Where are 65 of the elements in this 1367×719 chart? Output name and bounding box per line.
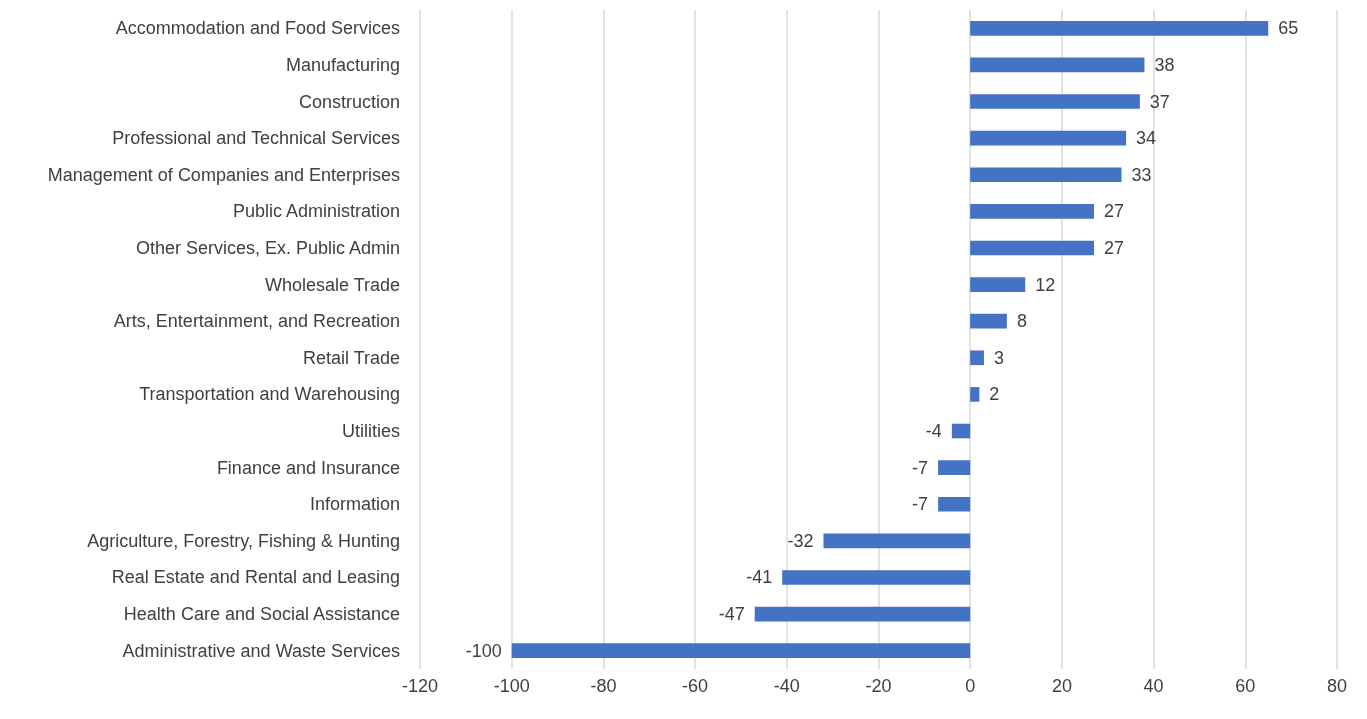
- bar: [970, 240, 1094, 256]
- bar: [970, 387, 980, 402]
- bar: [938, 460, 971, 475]
- data-label: 27: [1103, 201, 1125, 222]
- x-tick-label: -40: [773, 676, 800, 696]
- data-label: 12: [1035, 274, 1056, 295]
- bar: [970, 94, 1140, 109]
- y-tick-label: Administrative and Waste Services: [122, 640, 400, 661]
- bar: [782, 570, 971, 585]
- data-label: 38: [1154, 54, 1175, 75]
- data-label: 33: [1131, 164, 1152, 185]
- bar: [970, 57, 1145, 73]
- data-label: 3: [993, 347, 1004, 368]
- y-tick-label: Health Care and Social Assistance: [123, 604, 400, 625]
- y-tick-label: Public Administration: [232, 201, 400, 222]
- x-tick-label: 20: [1051, 676, 1072, 696]
- y-tick-label: Information: [309, 494, 400, 515]
- y-tick-label: Management of Companies and Enterprises: [47, 164, 400, 185]
- bar: [970, 313, 1007, 329]
- data-label: 8: [1016, 311, 1027, 332]
- bar: [951, 423, 971, 439]
- data-label: -4: [925, 421, 942, 442]
- x-tick-label: -100: [493, 676, 530, 696]
- data-label: -41: [746, 567, 773, 588]
- bar: [938, 496, 971, 512]
- y-tick-label: Transportation and Warehousing: [139, 384, 400, 405]
- bar: [754, 606, 971, 622]
- data-label: -7: [912, 457, 929, 478]
- data-label: -47: [718, 604, 745, 625]
- x-tick-label: -120: [401, 676, 439, 696]
- x-tick-label: 80: [1326, 676, 1348, 696]
- y-tick-label: Retail Trade: [302, 347, 400, 368]
- x-tick-label: 40: [1143, 676, 1164, 696]
- y-tick-label: Utilities: [341, 421, 400, 442]
- data-label: 37: [1149, 91, 1170, 112]
- y-tick-label: Manufacturing: [285, 54, 400, 75]
- x-tick-label: -20: [865, 676, 892, 696]
- x-tick-label: 60: [1235, 676, 1256, 696]
- bar: [823, 533, 971, 549]
- data-label: 27: [1103, 237, 1125, 258]
- y-tick-label: Arts, Entertainment, and Recreation: [113, 311, 400, 332]
- y-tick-label: Other Services, Ex. Public Admin: [135, 237, 400, 258]
- bar: [511, 643, 971, 659]
- y-tick-label: Professional and Technical Services: [112, 128, 400, 149]
- bar: [970, 167, 1122, 183]
- bar: [970, 20, 1269, 36]
- data-label: -32: [787, 530, 814, 551]
- bar: [970, 350, 984, 366]
- data-label: 34: [1136, 128, 1157, 149]
- data-label: 2: [989, 384, 1000, 405]
- data-label: -7: [912, 494, 929, 515]
- y-tick-label: Real Estate and Rental and Leasing: [111, 567, 400, 588]
- bar: [970, 130, 1127, 146]
- y-tick-label: Agriculture, Forestry, Fishing & Hunting: [87, 530, 400, 551]
- bar: [970, 204, 1094, 219]
- y-tick-label: Finance and Insurance: [216, 457, 400, 478]
- data-label: 65: [1278, 18, 1299, 39]
- y-tick-label: Accommodation and Food Services: [115, 18, 400, 39]
- y-tick-label: Wholesale Trade: [264, 274, 400, 295]
- bar: [970, 277, 1026, 292]
- x-tick-label: 0: [965, 676, 976, 696]
- x-tick-label: -60: [682, 676, 709, 696]
- x-tick-label: -80: [590, 676, 617, 696]
- data-label: -100: [465, 640, 502, 661]
- y-tick-label: Construction: [298, 91, 400, 112]
